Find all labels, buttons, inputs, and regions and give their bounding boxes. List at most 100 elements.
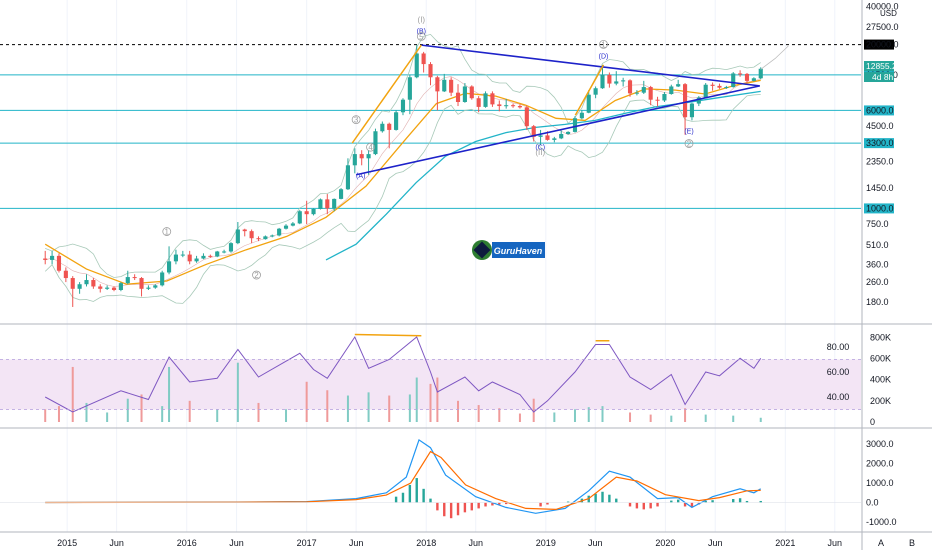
rsi-annotations xyxy=(354,333,610,342)
macd-histogram-bar xyxy=(704,500,707,503)
wave-circle-icon xyxy=(684,139,694,148)
price-tag: 12855.2 4d 8h xyxy=(864,61,897,82)
wave-label: (II) xyxy=(535,148,545,157)
candle-body xyxy=(600,74,605,89)
auto-scale-button[interactable]: A xyxy=(878,538,884,548)
candle-body xyxy=(703,84,708,98)
time-tick-label: Jun xyxy=(229,538,244,548)
candle-body xyxy=(139,278,144,289)
volume-bar xyxy=(367,392,370,422)
candle-body xyxy=(545,135,550,140)
price-tick-label: 1450.0 xyxy=(866,183,894,193)
candle-body xyxy=(146,287,151,289)
countdown-bg xyxy=(864,72,894,82)
orange-annotations xyxy=(351,44,605,144)
candle-body xyxy=(510,105,516,107)
macd-histogram-bar xyxy=(477,502,480,509)
candle-body xyxy=(77,284,82,289)
candle-body xyxy=(662,94,667,101)
candle-body xyxy=(387,123,392,130)
candle-body xyxy=(256,238,261,240)
macd-histogram-bar xyxy=(422,488,425,503)
macd-histogram-bar xyxy=(491,502,494,506)
wave-label: (C) xyxy=(535,144,545,151)
time-tick-label: 2017 xyxy=(297,538,317,548)
impulse-leg xyxy=(351,44,422,144)
time-axis[interactable]: 2015 Jun 2016 Jun 2017 Jun 2018 Jun 2019 Jun 2020 J… xyxy=(57,538,842,548)
bollinger-upper xyxy=(45,33,761,278)
price-tick-label: 2350.0 xyxy=(866,157,894,167)
log-scale-button[interactable]: B xyxy=(909,538,915,548)
macd-histogram-bar xyxy=(649,502,652,509)
candle-body xyxy=(400,99,406,113)
wave-label: 3 xyxy=(354,116,359,125)
candle-body xyxy=(407,77,412,100)
candle-body xyxy=(311,208,316,215)
countdown-text: 4d 8h xyxy=(872,72,894,82)
candle-body xyxy=(758,68,763,79)
candle-body xyxy=(318,199,323,209)
level-tag-bg xyxy=(864,138,894,149)
triangle-pattern xyxy=(355,44,760,176)
candle-body xyxy=(98,286,103,289)
rsi-volume-panel[interactable] xyxy=(0,333,861,423)
candle-body xyxy=(579,112,584,119)
macd-tick-label: 3000.0 xyxy=(866,439,894,449)
volume-bar xyxy=(188,400,191,422)
candle-body xyxy=(208,255,213,257)
candle-body xyxy=(724,87,729,89)
volume-bar xyxy=(457,400,460,422)
candle-body xyxy=(676,84,681,87)
candle-body xyxy=(373,131,378,155)
macd-panel[interactable] xyxy=(0,438,861,519)
candle-body xyxy=(538,135,543,137)
candle-body xyxy=(242,229,247,232)
volume-tick-label: 0 xyxy=(870,417,875,427)
candle-body xyxy=(572,118,578,132)
triangle-trendline xyxy=(421,44,760,87)
volume-bar xyxy=(670,415,673,422)
volume-bar xyxy=(704,414,707,422)
candle-body xyxy=(414,53,419,78)
volume-bar xyxy=(436,377,439,422)
wave-label: (I) xyxy=(418,15,426,24)
volume-bar xyxy=(57,406,60,422)
time-tick-label: 2019 xyxy=(536,538,556,548)
candle-body xyxy=(731,73,736,88)
candle-body xyxy=(380,123,385,132)
price-tick-label: 510.0 xyxy=(866,240,889,250)
volume-bar xyxy=(587,407,590,422)
macd-histogram-bar xyxy=(608,494,611,503)
macd-histogram-bar xyxy=(656,502,659,507)
candle-body xyxy=(338,189,344,199)
candle-body xyxy=(566,131,571,134)
watermark: GuruHaven xyxy=(472,240,545,260)
volume-bar xyxy=(553,412,556,422)
candle-body xyxy=(655,99,660,101)
volume-bar xyxy=(216,409,219,422)
candle-body xyxy=(43,258,48,260)
wave-label: 1 xyxy=(601,40,606,49)
macd-histogram-bar xyxy=(642,502,645,510)
candle-body xyxy=(669,86,674,95)
price-tick-label: 4500.0 xyxy=(866,121,894,131)
price-tick-label: 360.0 xyxy=(866,259,889,269)
price-tag-value: 12855.2 xyxy=(866,61,897,71)
candle-body xyxy=(442,79,447,92)
macd-histogram-bar xyxy=(449,502,453,519)
time-tick-label: 2016 xyxy=(177,538,197,548)
time-tick-label: 2018 xyxy=(416,538,436,548)
candle-body xyxy=(552,138,557,140)
candle-body xyxy=(173,254,178,262)
time-tick-label: Jun xyxy=(588,538,603,548)
candle-body xyxy=(249,231,254,239)
candle-body xyxy=(290,223,295,226)
rsi-tick-label: 40.00 xyxy=(827,392,850,402)
time-tick-label: Jun xyxy=(468,538,483,548)
candle-body xyxy=(304,211,309,215)
rsi-tick-label: 60.00 xyxy=(827,367,850,377)
wave-label: (D) xyxy=(599,54,609,61)
macd-histogram-bar xyxy=(401,492,405,503)
